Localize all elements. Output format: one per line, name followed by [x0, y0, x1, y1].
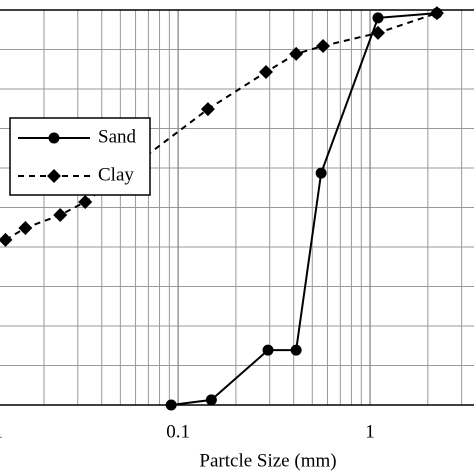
point: [53, 208, 68, 223]
legend-box: [9, 117, 151, 196]
legend-label: Sand: [98, 126, 137, 147]
point: [262, 344, 274, 356]
legend-marker: [48, 132, 60, 144]
point: [0, 232, 13, 247]
point: [205, 394, 217, 406]
x-tick-label: 0.1: [166, 421, 190, 442]
point: [429, 6, 444, 21]
x-axis-label: Partcle Size (mm): [199, 450, 336, 471]
point: [165, 399, 177, 411]
point: [200, 102, 215, 117]
point: [372, 12, 384, 24]
x-tick-label: 1: [365, 421, 375, 442]
point: [78, 194, 93, 209]
point: [259, 65, 274, 80]
series-line: [4, 12, 438, 241]
legend-label: Clay: [98, 164, 134, 185]
point: [371, 25, 386, 40]
point: [18, 221, 33, 236]
point: [316, 38, 331, 53]
series-line: [171, 12, 437, 406]
x-tick-label: 0.01: [0, 421, 3, 442]
legend-marker: [47, 169, 61, 183]
point: [290, 344, 302, 356]
point: [289, 46, 304, 61]
point: [315, 167, 327, 179]
